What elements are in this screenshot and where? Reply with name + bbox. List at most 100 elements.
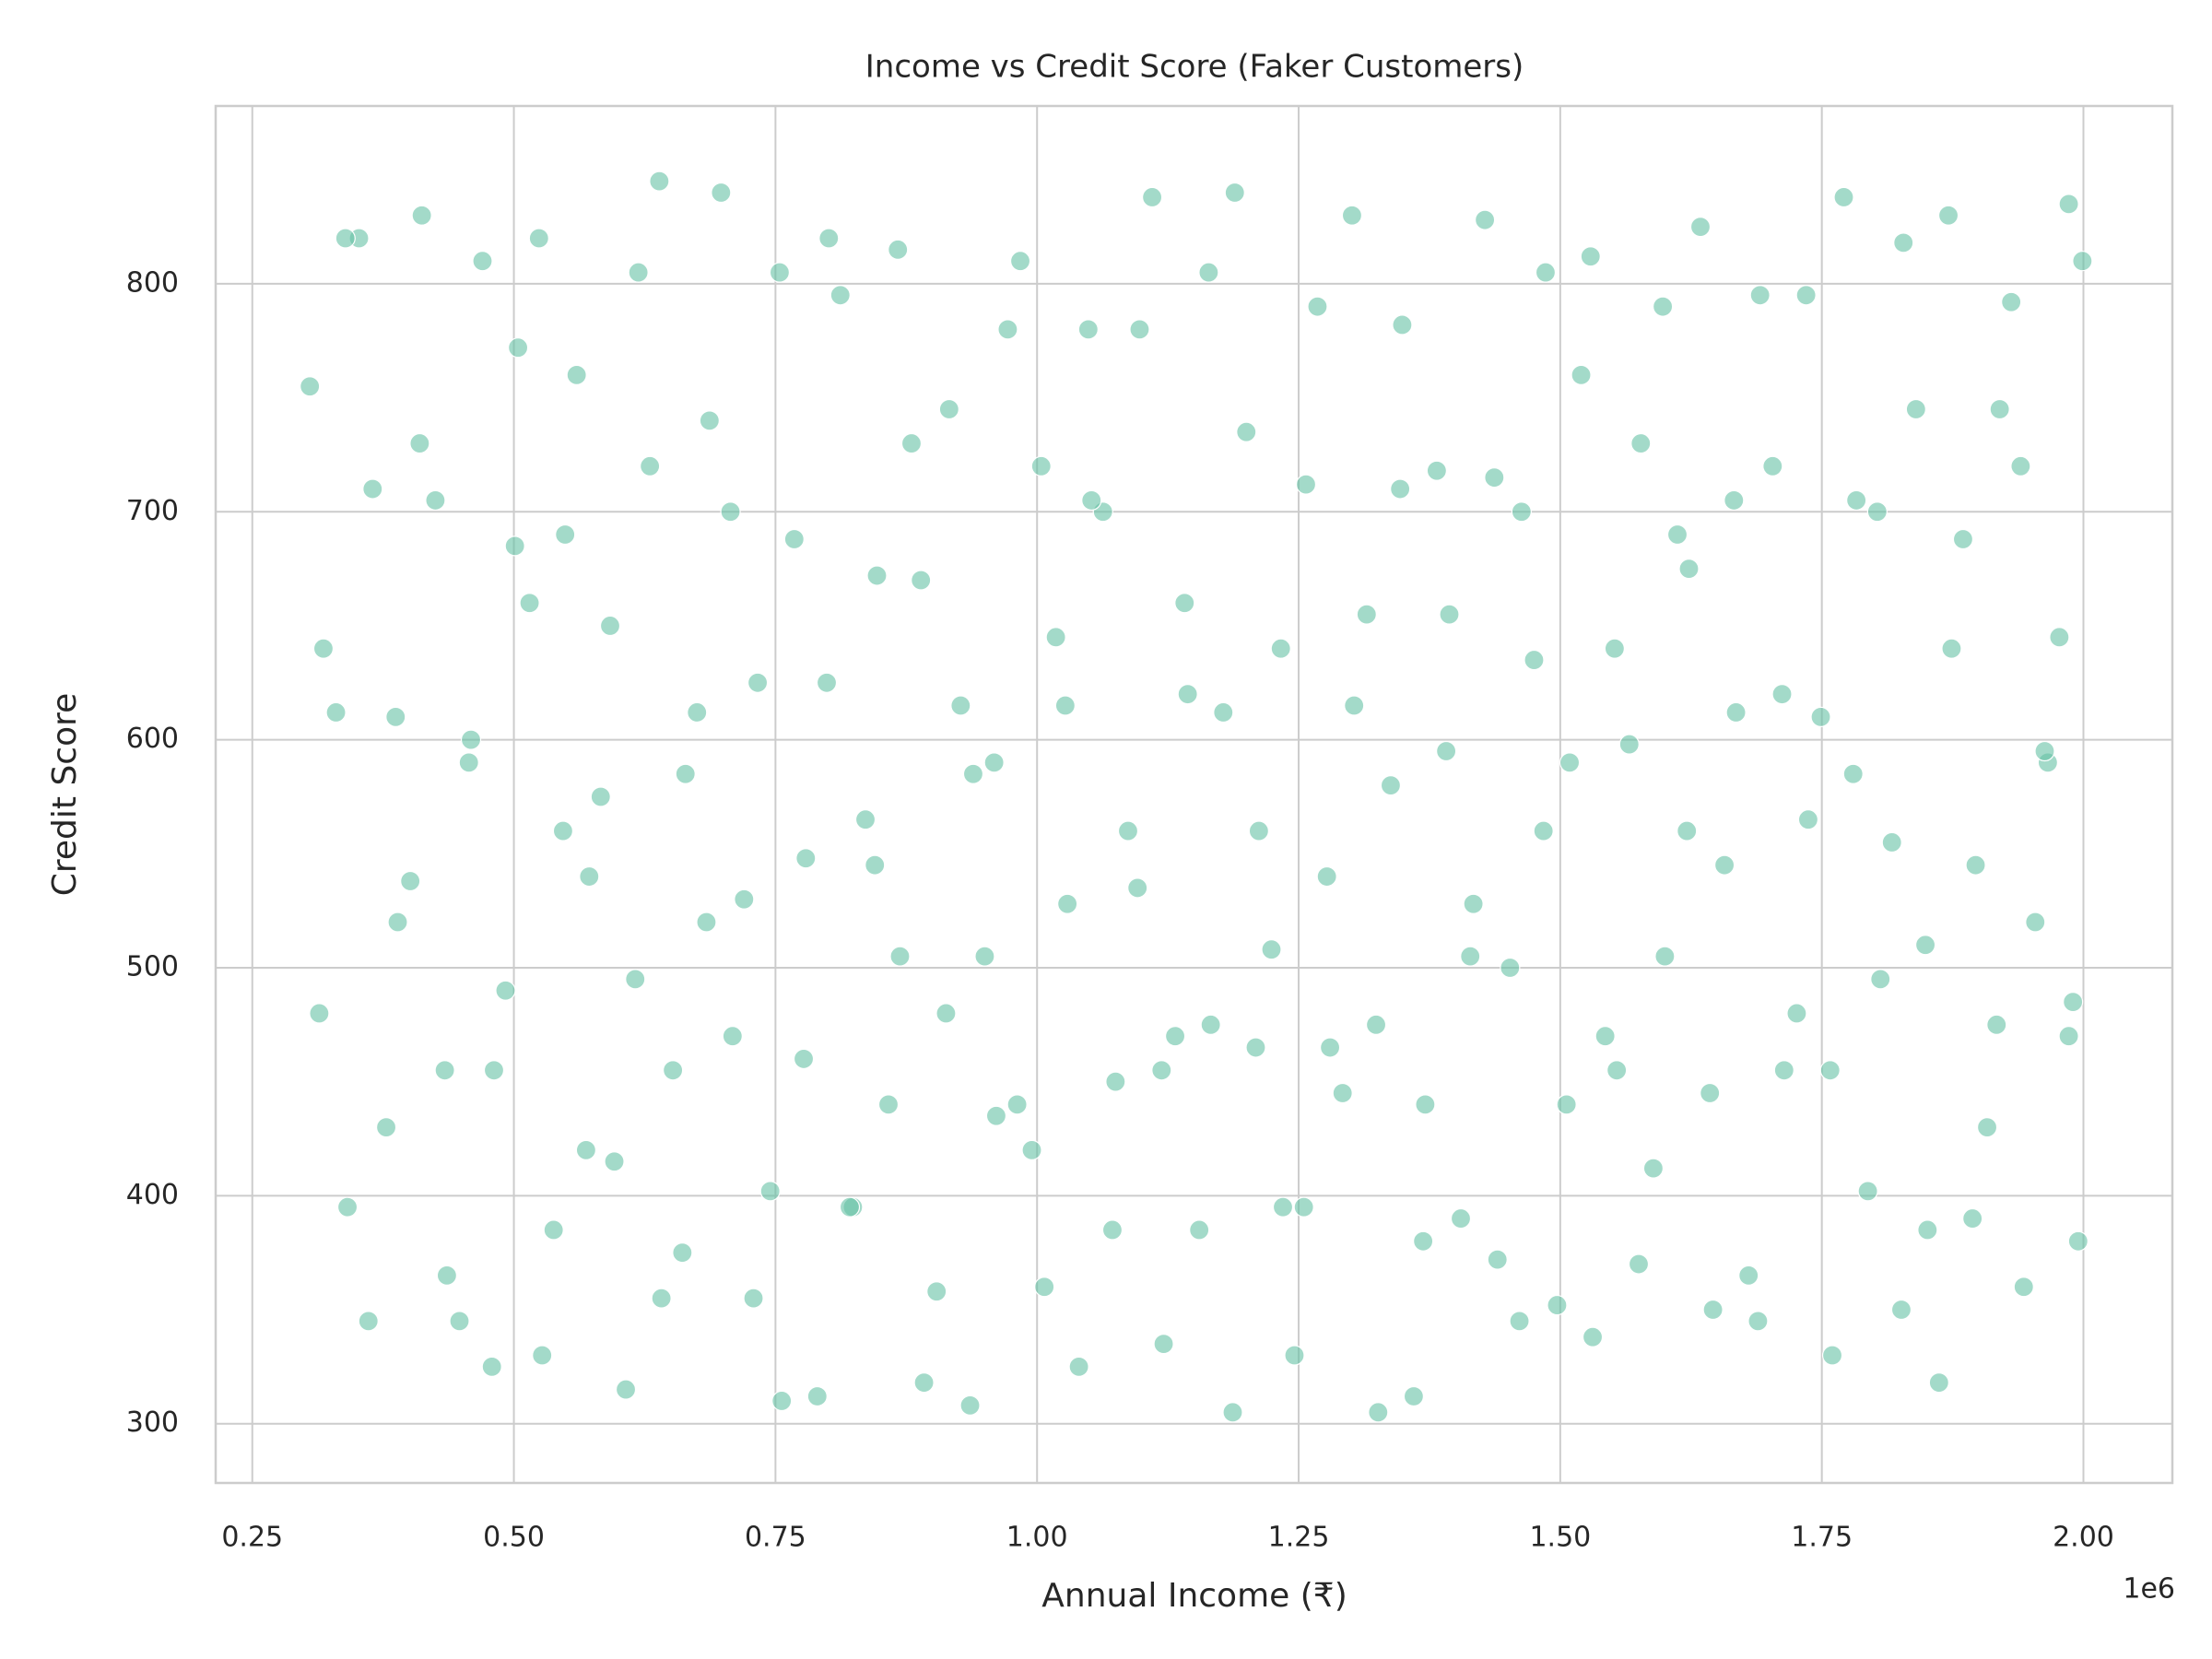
point xyxy=(743,1288,764,1309)
point xyxy=(1989,398,2010,420)
point xyxy=(1356,604,1377,625)
point xyxy=(336,1196,359,1218)
point xyxy=(1248,820,1269,841)
point xyxy=(900,432,923,454)
point xyxy=(1068,1356,1089,1377)
point xyxy=(1034,1277,1055,1298)
point xyxy=(519,593,540,614)
point xyxy=(1962,1207,1983,1230)
point xyxy=(675,763,696,784)
point xyxy=(400,870,421,892)
point xyxy=(1771,684,1793,705)
point xyxy=(2067,1230,2088,1252)
point xyxy=(590,786,611,807)
point xyxy=(1151,1060,1172,1081)
point xyxy=(1236,421,1257,442)
point xyxy=(449,1311,470,1332)
point xyxy=(911,570,932,591)
point xyxy=(1965,854,1986,876)
point xyxy=(1500,957,1521,979)
point xyxy=(877,1094,900,1115)
point xyxy=(1436,740,1457,762)
y-tick-label: 500 xyxy=(126,950,179,982)
point xyxy=(387,912,408,933)
point xyxy=(699,410,720,431)
point xyxy=(1006,1094,1028,1115)
point xyxy=(1749,285,1771,306)
y-tick-label: 300 xyxy=(126,1406,179,1439)
point xyxy=(1213,701,1234,724)
point xyxy=(1842,763,1864,784)
point xyxy=(793,1048,815,1070)
point xyxy=(1642,1158,1664,1179)
point xyxy=(983,752,1005,773)
x-offset-label: 1e6 xyxy=(2123,1573,2175,1606)
point xyxy=(1547,1294,1568,1316)
point xyxy=(1307,296,1328,317)
point xyxy=(1511,501,1532,523)
chart-title: Income vs Credit Score (Faker Customers) xyxy=(865,49,1524,86)
point xyxy=(495,980,516,1001)
point xyxy=(1392,314,1413,335)
point xyxy=(1319,1037,1341,1058)
point xyxy=(1628,1253,1650,1275)
point xyxy=(1270,638,1291,659)
point xyxy=(2072,251,2093,272)
point xyxy=(1293,1196,1314,1218)
point xyxy=(1725,701,1747,724)
point xyxy=(889,946,911,967)
point xyxy=(575,1139,596,1160)
point xyxy=(1332,1082,1353,1104)
point xyxy=(1666,524,1688,546)
point xyxy=(1487,1249,1508,1270)
point xyxy=(1129,319,1150,340)
point xyxy=(1941,638,1962,659)
point xyxy=(507,337,529,359)
point xyxy=(552,820,574,841)
point xyxy=(1773,1060,1794,1081)
point xyxy=(722,1026,743,1047)
x-tick-label: 1.00 xyxy=(1006,1522,1068,1554)
point xyxy=(734,888,755,910)
point xyxy=(959,1394,981,1417)
point xyxy=(436,1265,457,1287)
point xyxy=(771,1390,793,1412)
point xyxy=(759,1181,781,1202)
point xyxy=(865,854,886,876)
point xyxy=(769,262,791,283)
point xyxy=(555,524,576,546)
point xyxy=(1653,296,1674,317)
point xyxy=(1535,262,1557,283)
point xyxy=(1893,232,1914,253)
point xyxy=(1952,528,1974,550)
x-tick-label: 1.75 xyxy=(1791,1522,1853,1554)
point xyxy=(935,1003,957,1024)
point xyxy=(362,478,383,500)
y-tick-label: 600 xyxy=(126,723,179,755)
point xyxy=(1509,1311,1530,1332)
point xyxy=(747,672,769,693)
point xyxy=(926,1281,947,1302)
point xyxy=(962,763,984,784)
point xyxy=(458,752,479,773)
point xyxy=(1795,285,1817,306)
point xyxy=(1222,1402,1243,1423)
point xyxy=(1198,262,1219,283)
point xyxy=(1463,893,1484,914)
point xyxy=(1009,251,1031,272)
point xyxy=(1153,1334,1174,1355)
point xyxy=(425,489,446,512)
point xyxy=(1594,1026,1616,1047)
x-tick-label: 2.00 xyxy=(2053,1522,2114,1554)
point xyxy=(1127,877,1148,899)
point xyxy=(938,398,959,420)
y-tick-label: 800 xyxy=(126,266,179,299)
point xyxy=(1689,216,1712,238)
point xyxy=(1604,638,1625,659)
point xyxy=(950,695,971,716)
point xyxy=(783,528,805,550)
x-tick-label: 1.25 xyxy=(1268,1522,1330,1554)
point xyxy=(1914,935,1936,956)
point xyxy=(1200,1014,1221,1035)
point xyxy=(854,809,877,830)
